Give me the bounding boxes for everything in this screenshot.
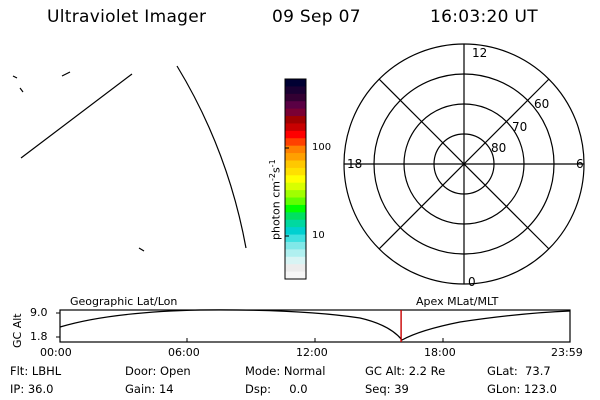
polar-diagonal-2 [378,78,550,250]
status-glon: GLon: 123.0 [487,382,557,396]
colorbar-segment [285,108,306,117]
colorbar-segment [285,130,306,139]
colorbar-tick-label-10: 10 [312,230,325,241]
colorbar-segment [285,234,306,243]
map-fragment-1 [19,87,24,93]
colorbar-segment [285,138,306,147]
timeline-x-tick-label-0600: 06:00 [168,346,200,359]
timeline-x-tick-label-0000: 00:00 [40,346,72,359]
status-glat: GLat: 73.7 [487,364,551,378]
timeline-y-tick-label-1-8: 1.8 [30,330,48,343]
timeline-left-label: Geographic Lat/Lon [70,295,178,308]
map-fragment-3 [61,71,71,77]
status-gain: Gain: 14 [125,382,174,396]
colorbar-segment [285,93,306,102]
status-dsp: Dsp: 0.0 [245,382,308,396]
geographic-map-panel [12,65,247,252]
colorbar-segment [285,271,306,280]
map-coastline-diagonal [20,73,133,159]
colorbar-unit-sup1: -2 [268,173,277,182]
header-time: 16:03:20 UT [430,7,538,27]
colorbar-frame [284,78,307,280]
altitude-curve [59,309,571,341]
timeline-panel [56,309,571,343]
map-fragment-4 [138,247,145,252]
colorbar-tick-label-100: 100 [312,142,332,153]
colorbar-segment [285,182,306,191]
timeline-y-tick-label-9: 9.0 [30,306,48,319]
colorbar-segment [285,175,306,184]
status-ip: IP: 36.0 [10,382,54,396]
colorbar-segment [285,86,306,95]
polar-label-0: 0 [468,275,476,289]
status-door: Door: Open [125,364,191,378]
polar-plot [343,43,585,285]
colorbar-segment [285,79,306,88]
colorbar-segment [285,197,306,206]
status-gc-alt: GC Alt: 2.2 Re [365,364,446,378]
colorbar-segment [285,212,306,221]
status-seq: Seq: 39 [365,382,409,396]
colorbar-segment [285,256,306,265]
colorbar-segment [285,101,306,110]
colorbar-segment [285,123,306,132]
header-date: 09 Sep 07 [272,7,361,27]
timeline-x-tick-label-1800: 18:00 [424,346,456,359]
colorbar-segment [285,167,306,176]
status-mode: Mode: Normal [245,364,326,378]
colorbar-unit-main: photon cm [269,181,283,240]
timeline-x-tick-label-1200: 12:00 [296,346,328,359]
polar-label-6: 6 [576,157,584,171]
app-title: Ultraviolet Imager [47,7,207,27]
colorbar-segment [285,116,306,125]
colorbar-segment [285,145,306,154]
polar-label-lat60: 60 [534,97,550,111]
colorbar-segment [285,190,306,199]
polar-label-18: 18 [347,157,363,171]
colorbar-segment [285,264,306,273]
colorbar-segment [285,153,306,162]
map-limb-arc [176,65,247,249]
timeline-y-axis-label: GC Alt [11,313,24,348]
polar-label-lat70: 70 [512,120,528,134]
colorbar-segment [285,249,306,258]
timeline-right-label: Apex MLat/MLT [416,295,499,308]
timeline-x-tick-label-2359: 23:59 [551,346,583,359]
colorbar-unit-sup2: -1 [268,159,277,168]
colorbar-unit-mid: s [269,167,283,174]
timeline-frame [59,309,571,343]
colorbar-segment [285,160,306,169]
colorbar-segment [285,204,306,213]
colorbar [285,79,306,280]
colorbar-segment [285,219,306,228]
polar-label-lat80: 80 [491,141,507,155]
colorbar-segment [285,241,306,250]
colorbar-unit-label: photon cm-2s-1 [268,159,283,240]
map-fragment-2 [12,75,18,79]
polar-label-12: 12 [472,46,488,60]
status-flt: Flt: LBHL [10,364,62,378]
colorbar-segment [285,227,306,236]
